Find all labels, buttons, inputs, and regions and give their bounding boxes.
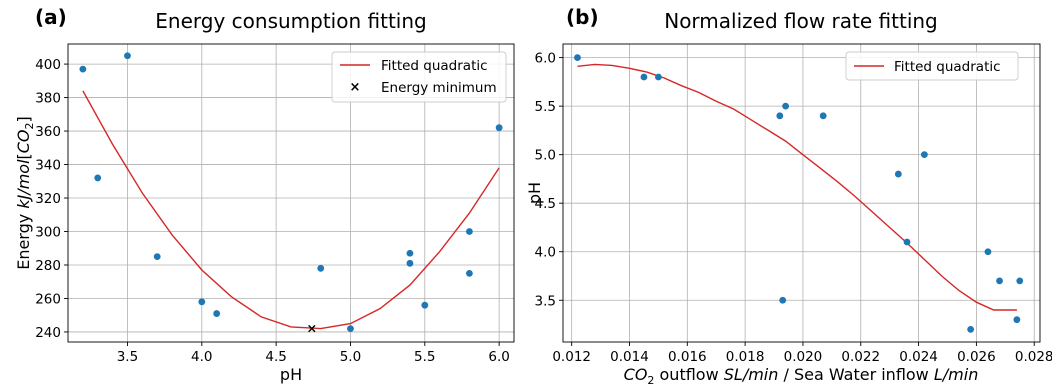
fit-curve <box>577 63 1017 311</box>
panel-b-ylabel: pH <box>525 182 544 204</box>
x-tick-label: 4.0 <box>191 349 212 365</box>
panel-b-plot <box>574 54 1024 333</box>
x-tick-label: 3.5 <box>117 349 138 365</box>
y-tick-label: 300 <box>35 225 61 241</box>
panel-b: (b) Normalized flow rate fitting 0.012 0.… <box>525 5 1052 385</box>
y-tick-label: 240 <box>35 325 61 341</box>
panel-a-legend-x-marker: × <box>350 80 361 95</box>
data-point <box>406 249 414 257</box>
panel-b-legend: Fitted quadratic <box>845 51 1019 81</box>
panel-a-axes-frame <box>67 43 515 343</box>
panel-a-label: (a) <box>35 5 67 29</box>
data-point <box>903 238 911 246</box>
panel-a-legend-fit-label: Fitted quadratic <box>381 58 488 74</box>
y-tick-label: 5.0 <box>535 148 556 164</box>
y-tick-label: 400 <box>35 57 61 73</box>
data-point <box>94 174 102 182</box>
y-tick-label: 6.0 <box>535 51 556 67</box>
x-tick-label: 0.026 <box>957 349 996 365</box>
x-tick-label: 0.024 <box>899 349 938 365</box>
panel-b-axes-frame <box>562 43 1041 343</box>
x-tick-label: 0.020 <box>784 349 823 365</box>
panel-b-legend-box <box>845 51 1019 81</box>
y-tick-label: 340 <box>35 158 61 174</box>
data-point <box>153 253 161 261</box>
y-tick-label: 380 <box>35 91 61 107</box>
panel-a-xlabel: pH <box>280 365 302 384</box>
data-point <box>996 277 1003 285</box>
panel-b-grid <box>563 44 1040 342</box>
data-point <box>894 170 902 178</box>
x-tick-label: 0.028 <box>1015 349 1052 365</box>
data-point <box>347 325 354 333</box>
panel-a-legend: Fitted quadratic × Energy minimum <box>331 51 507 103</box>
data-point <box>640 73 648 81</box>
panel-b-y-ticks: 3.5 4.0 4.5 5.0 5.5 6.0 <box>535 51 563 309</box>
x-tick-label: 5.5 <box>414 349 435 365</box>
data-point <box>317 264 325 272</box>
panel-a-title: Energy consumption fitting <box>155 9 426 33</box>
data-point <box>198 298 206 306</box>
x-tick-label: 0.012 <box>552 349 591 365</box>
data-point <box>984 248 992 256</box>
data-point <box>776 112 784 120</box>
data-point <box>79 65 87 73</box>
y-tick-label: 320 <box>35 191 61 207</box>
energy-minimum-marker <box>308 324 316 333</box>
panel-b-label: (b) <box>566 5 599 29</box>
data-point <box>495 124 503 132</box>
data-point <box>421 301 429 309</box>
data-point <box>213 310 221 317</box>
x-tick-label: 0.018 <box>726 349 765 365</box>
data-point <box>574 54 581 61</box>
y-tick-label: 3.5 <box>535 293 556 309</box>
x-tick-label: 4.5 <box>265 349 286 365</box>
data-point <box>1016 277 1024 285</box>
fit-curve <box>82 90 500 330</box>
data-point <box>819 112 827 120</box>
y-tick-label: 4.5 <box>535 196 556 212</box>
panel-a-legend-min-label: Energy minimum <box>381 80 497 96</box>
panel-b-title: Normalized flow rate fitting <box>664 9 938 33</box>
panel-a-ylabel: Energy kJ/mol[CO2] <box>14 116 36 270</box>
data-point <box>406 259 414 267</box>
data-point <box>920 151 928 159</box>
data-point <box>466 228 473 235</box>
y-tick-label: 5.5 <box>535 99 556 115</box>
panel-b-xlabel: CO2 outflow SL/min / Sea Water inflow L/… <box>624 365 979 385</box>
data-point <box>967 325 975 333</box>
x-tick-label: 0.014 <box>610 349 649 365</box>
data-point <box>466 269 473 277</box>
y-tick-label: 260 <box>35 291 61 307</box>
x-tick-label: 6.0 <box>488 349 509 365</box>
panel-a-plot <box>79 52 503 333</box>
y-tick-label: 360 <box>35 124 61 140</box>
panel-a-legend-box <box>331 51 507 103</box>
data-point <box>782 102 789 110</box>
panel-a-x-ticks: 3.5 4.0 4.5 5.0 5.5 6.0 <box>117 342 510 365</box>
x-tick-label: 5.0 <box>340 349 361 365</box>
panel-a: (a) Energy consumption fitting 3.5 4.0 4.5… <box>14 5 515 384</box>
data-point <box>655 73 662 81</box>
data-point <box>779 296 787 304</box>
panel-a-y-ticks: 240 260 280 300 320 340 360 380 400 <box>35 57 68 341</box>
y-tick-label: 280 <box>35 258 61 274</box>
panel-b-x-ticks: 0.012 0.014 0.016 0.018 0.020 0.022 0.024 0.026… <box>552 342 1052 365</box>
data-point <box>1013 316 1021 324</box>
panel-b-legend-fit-label: Fitted quadratic <box>894 59 1001 75</box>
x-tick-label: 0.016 <box>668 349 707 365</box>
x-tick-label: 0.022 <box>841 349 880 365</box>
data-point <box>124 52 131 60</box>
y-tick-label: 4.0 <box>535 245 556 261</box>
